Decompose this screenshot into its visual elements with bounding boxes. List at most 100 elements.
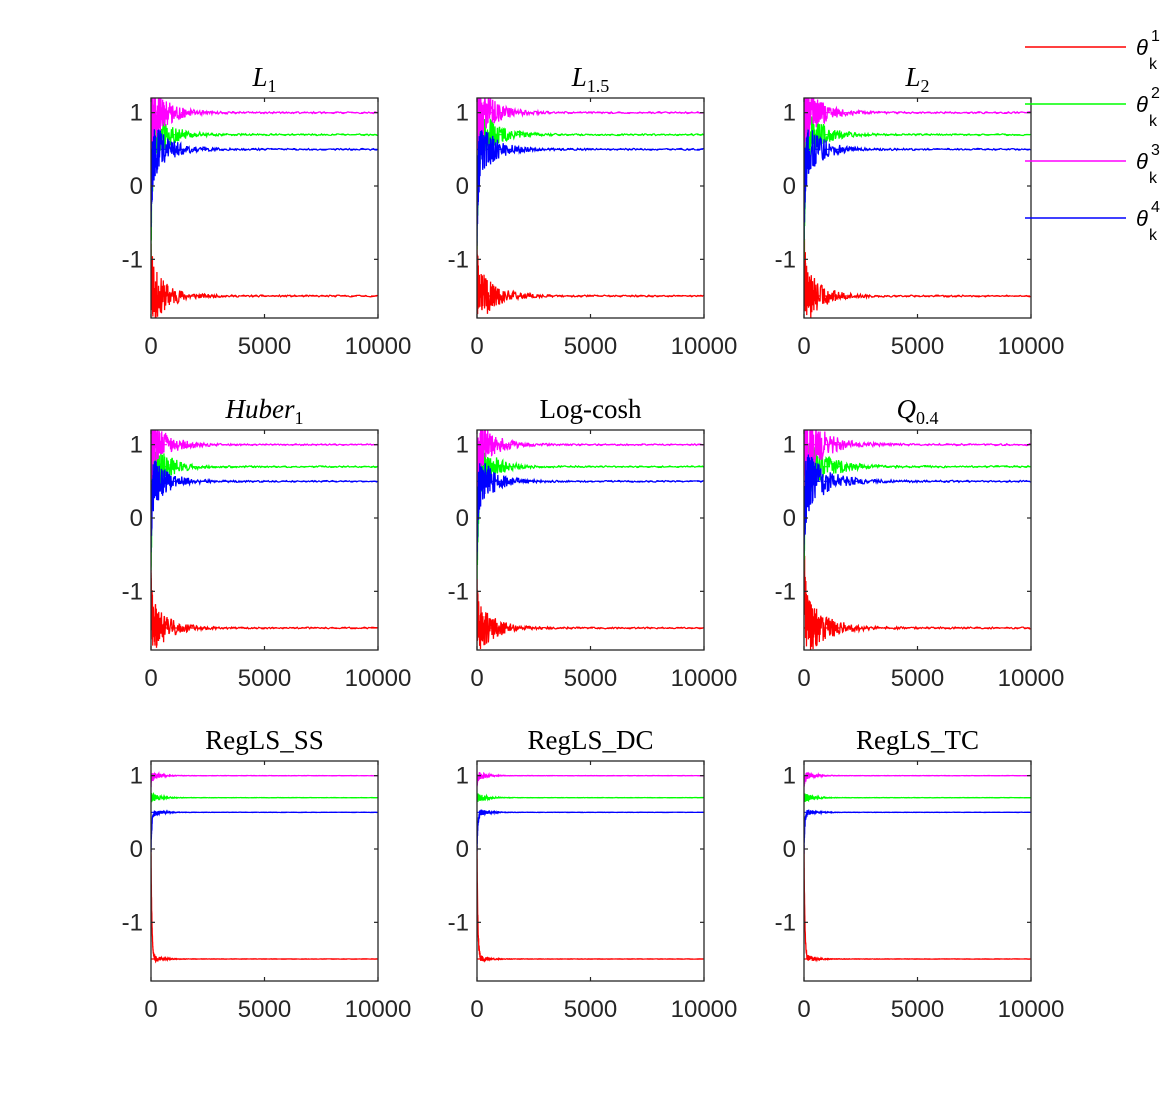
legend-entry-theta-2: θ 2 k [1025, 85, 1160, 130]
ytick-0: 0 [456, 505, 469, 532]
subplot-title: RegLS_SS [205, 725, 324, 755]
subplot-title-main: RegLS_SS [205, 725, 324, 755]
xtick-label-10000: 10000 [345, 665, 412, 692]
plot-area [477, 771, 704, 964]
ytick-minus-1: -1 [122, 909, 143, 936]
xtick-label-5000: 5000 [238, 665, 291, 692]
series-line-theta-2 [151, 791, 378, 803]
subplot-8: 0 5000 10000 1 0 -1 RegLS_DC [448, 725, 738, 1023]
xtick-label-0: 0 [144, 996, 157, 1023]
series-line-theta-1 [804, 540, 1031, 650]
xtick-label-0: 0 [144, 333, 157, 360]
subplot-title-main: RegLS_DC [527, 725, 653, 755]
legend-label: θ [1136, 149, 1148, 174]
ytick-0: 0 [130, 836, 143, 863]
series-line-theta-4 [151, 460, 378, 553]
subplot-title: Huber1 [225, 394, 304, 428]
ytick-1: 1 [783, 432, 796, 459]
subplot-title: RegLS_DC [527, 725, 653, 755]
subplot-title-main: Log-cosh [540, 394, 642, 424]
xtick-label-10000: 10000 [998, 333, 1065, 360]
xtick-label-5000: 5000 [564, 333, 617, 360]
series-line-theta-4 [151, 129, 378, 228]
ytick-minus-1: -1 [448, 578, 469, 605]
series-line-theta-2 [804, 793, 1031, 803]
subplot-title: L1 [251, 62, 276, 96]
series-line-theta-4 [151, 809, 378, 852]
ytick-1: 1 [130, 100, 143, 127]
ytick-minus-1: -1 [122, 578, 143, 605]
series-line-theta-1 [804, 231, 1031, 318]
legend-label-superscript: 1 [1151, 28, 1160, 45]
xtick-label-10000: 10000 [998, 996, 1065, 1023]
xtick-label-0: 0 [797, 996, 810, 1023]
subplot-title-main: RegLS_TC [856, 725, 979, 755]
subplot-title-subscript: 1 [295, 408, 304, 428]
series-line-theta-4 [804, 129, 1031, 241]
xtick-label-10000: 10000 [671, 665, 738, 692]
ytick-1: 1 [130, 763, 143, 790]
legend-entry-theta-4: θ 4 k [1025, 199, 1160, 244]
ytick-0: 0 [456, 173, 469, 200]
series-line-theta-1 [151, 243, 378, 318]
subplot-title-subscript: 1.5 [587, 76, 610, 96]
legend-label-superscript: 3 [1151, 142, 1160, 159]
series-line-theta-1 [477, 578, 704, 650]
ytick-minus-1: -1 [448, 909, 469, 936]
legend-label: θ [1136, 92, 1148, 117]
ytick-minus-1: -1 [775, 578, 796, 605]
xtick-label-0: 0 [797, 665, 810, 692]
series-line-theta-2 [477, 793, 704, 802]
series-line-theta-1 [151, 569, 378, 648]
xtick-label-5000: 5000 [564, 996, 617, 1023]
subplot-title-subscript: 1 [268, 76, 277, 96]
xtick-label-5000: 5000 [891, 996, 944, 1023]
plot-area [804, 771, 1031, 963]
subplot-title-main: L [904, 62, 920, 92]
ytick-1: 1 [783, 100, 796, 127]
xtick-label-5000: 5000 [891, 665, 944, 692]
subplot-7: 0 5000 10000 1 0 -1 RegLS_SS [122, 725, 412, 1023]
plot-area [804, 98, 1031, 318]
subplot-title-main: L [571, 62, 587, 92]
subplot-title: L1.5 [571, 62, 610, 96]
subplot-3: 0 5000 10000 1 0 -1 L2 [775, 62, 1065, 360]
xtick-label-0: 0 [470, 665, 483, 692]
plot-area [151, 430, 378, 648]
legend-label: θ [1136, 35, 1148, 60]
subplot-title-subscript: 2 [921, 76, 930, 96]
series-line-theta-4 [477, 809, 704, 852]
ytick-minus-1: -1 [122, 246, 143, 273]
ytick-1: 1 [456, 763, 469, 790]
ytick-0: 0 [783, 505, 796, 532]
legend-label-subscript: k [1149, 170, 1158, 187]
subplot-title: Log-cosh [540, 394, 642, 424]
series-line-theta-3 [804, 771, 1031, 787]
subplot-4: 0 5000 10000 1 0 -1 Huber1 [122, 394, 412, 692]
plot-area [151, 98, 378, 318]
legend-label-superscript: 4 [1151, 199, 1160, 216]
series-line-theta-1 [151, 848, 378, 964]
legend-entry-theta-3: θ 3 k [1025, 142, 1160, 187]
subplot-5: 0 5000 10000 1 0 -1 Log-cosh [448, 394, 738, 692]
ytick-0: 0 [130, 505, 143, 532]
series-line-theta-4 [804, 454, 1031, 554]
series-line-theta-3 [477, 98, 704, 160]
subplot-9: 0 5000 10000 1 0 -1 RegLS_TC [775, 725, 1065, 1023]
series-line-theta-3 [151, 430, 378, 484]
legend-label-subscript: k [1149, 113, 1158, 130]
subplot-2: 0 5000 10000 1 0 -1 L1.5 [448, 62, 738, 360]
xtick-label-0: 0 [470, 996, 483, 1023]
subplot-title-subscript: 0.4 [916, 408, 939, 428]
xtick-label-5000: 5000 [238, 996, 291, 1023]
xtick-label-0: 0 [144, 665, 157, 692]
plot-area [151, 770, 378, 964]
series-line-theta-3 [477, 430, 704, 503]
series-line-theta-3 [477, 771, 704, 787]
xtick-label-5000: 5000 [238, 333, 291, 360]
series-line-theta-3 [151, 770, 378, 788]
